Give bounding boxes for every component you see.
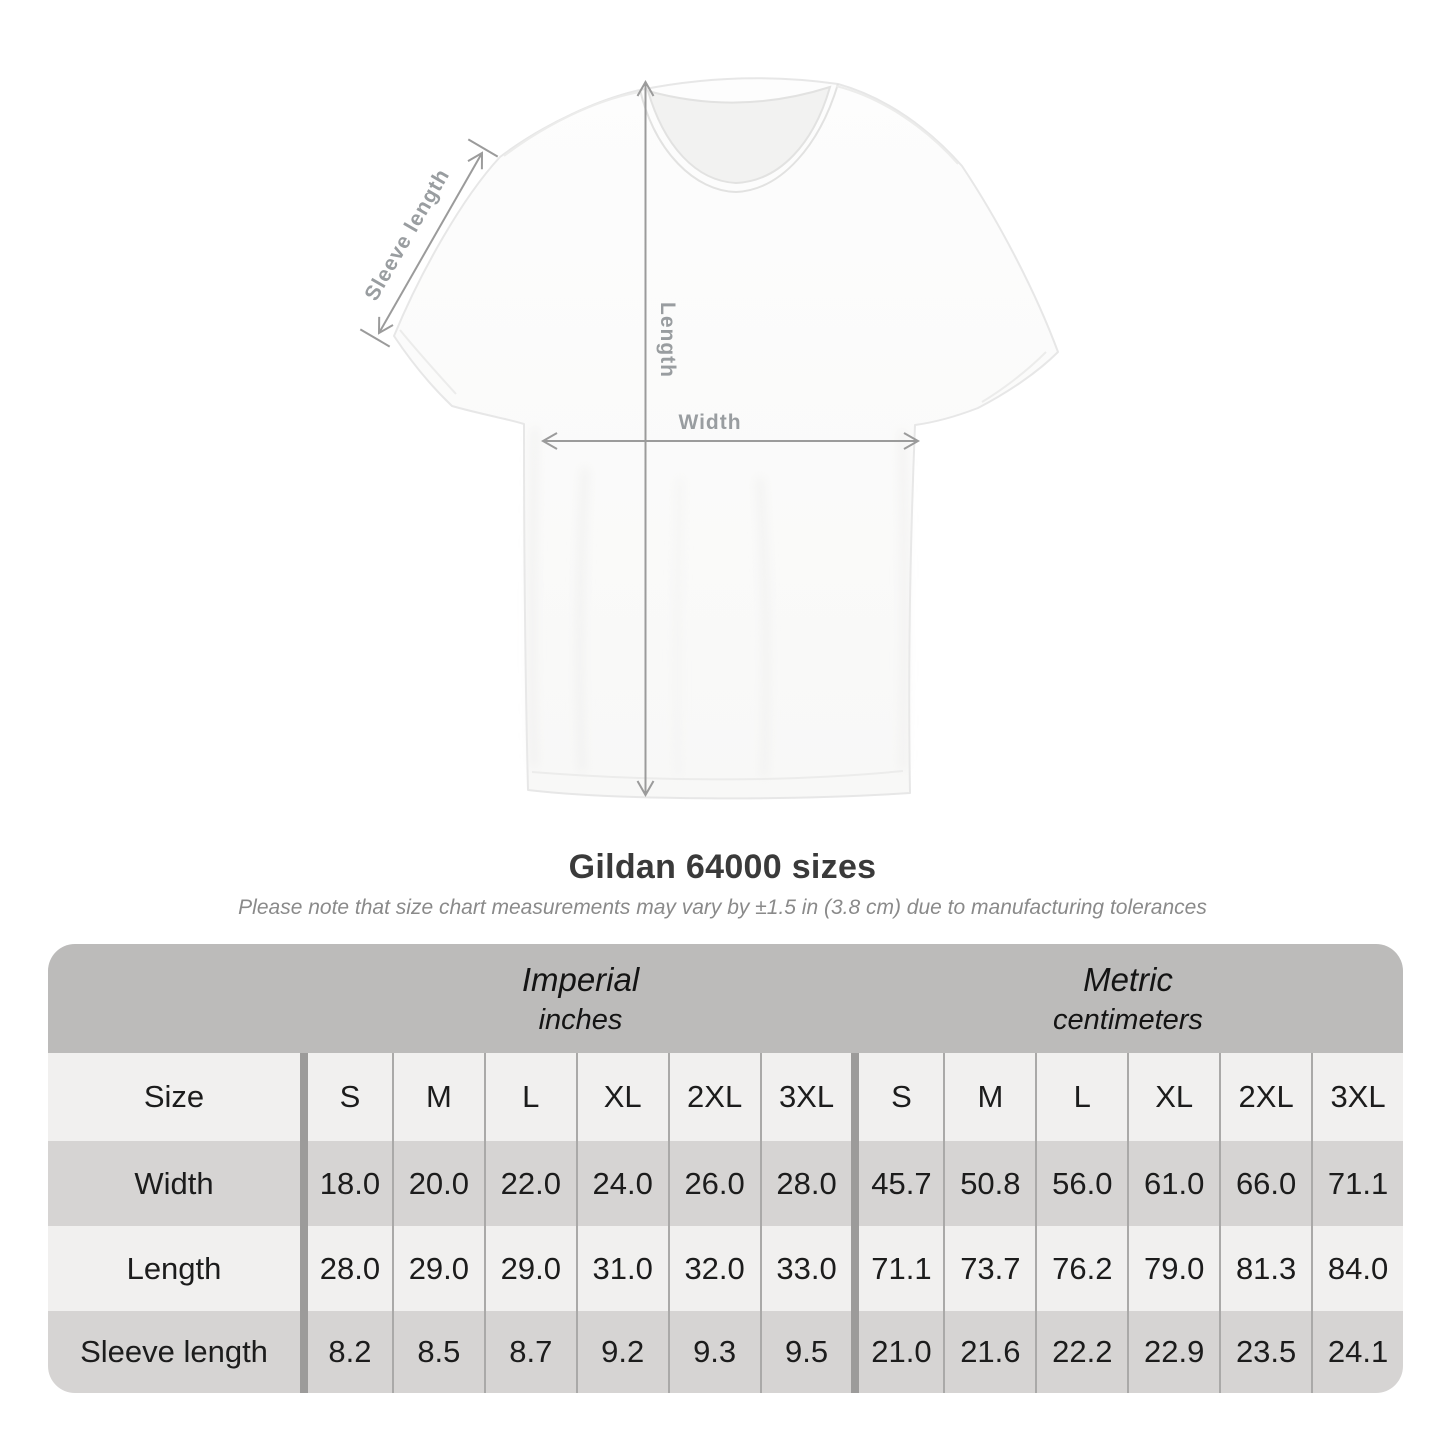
table-cell: 28.0 [759,1141,852,1226]
table-cell: 8.7 [483,1311,576,1393]
length-arrow [636,79,655,798]
seam-lines [399,85,1047,781]
table-cell: 24.1 [1311,1311,1403,1393]
table-cell: 28.0 [300,1226,392,1311]
row-label: Sleeve length [80,1334,268,1369]
table-row-length: Length 28.0 29.0 29.0 31.0 32.0 33.0 71.… [48,1226,1403,1311]
dimension-tick [467,138,499,158]
table-cell: 66.0 [1219,1141,1311,1226]
size-header-row: Size S M L XL 2XL 3XL S M L XL 2XL 3XL [48,1053,1403,1141]
length-label: Length [656,302,679,378]
size-option-header: S [300,1053,392,1141]
table-cell: 22.9 [1127,1311,1219,1393]
table-cell: 73.7 [943,1226,1035,1311]
row-label: Length [126,1250,222,1286]
size-option-header: 2XL [1219,1053,1311,1141]
imperial-label: Imperial [521,960,640,998]
neck-opening [646,85,832,185]
size-option-header: M [391,1053,484,1141]
table-cell: 61.0 [1127,1141,1219,1226]
unit-group-header: Imperial inches Metric centimeters [48,944,1403,1053]
imperial-unit: inches [538,1003,623,1036]
arrow-downleft-icon [377,316,394,335]
size-option-header: L [1035,1053,1127,1141]
table-cell: 9.5 [759,1311,852,1393]
table-cell: 26.0 [667,1141,760,1226]
tolerance-note: Please note that size chart measurements… [238,896,1207,919]
size-table: Imperial inches Metric centimeters Size … [48,944,1403,1393]
metric-unit: centimeters [1053,1003,1203,1036]
fabric-folds [529,427,907,778]
metric-label: Metric [1083,960,1173,998]
metric-group-header: Metric centimeters [853,944,1403,1053]
table-cell: 71.1 [1311,1141,1403,1226]
size-chart-title: Gildan 64000 sizes [568,848,877,886]
arrow-left-icon [540,432,558,450]
table-cell: 23.5 [1219,1311,1311,1393]
table-cell: 33.0 [759,1226,852,1311]
tshirt-silhouette [393,77,1059,800]
table-cell: 20.0 [391,1141,484,1226]
width-arrow [540,432,921,450]
arrow-right-icon [903,432,921,450]
table-cell: 29.0 [483,1226,576,1311]
table-row-sleeve-length: Sleeve length 8.2 8.5 8.7 9.2 9.3 9.5 21… [48,1311,1403,1393]
table-cell: 9.3 [667,1311,760,1393]
table-cell: 18.0 [300,1141,392,1226]
size-option-header: S [851,1053,943,1141]
table-cell: 22.0 [483,1141,576,1226]
corner-spacer [48,944,308,1053]
sleeve-length-arrow [359,138,499,348]
table-cell: 29.0 [391,1226,484,1311]
table-cell: 8.5 [391,1311,484,1393]
size-option-header: 3XL [1311,1053,1403,1141]
table-cell: 84.0 [1311,1226,1403,1311]
table-cell: 21.0 [851,1311,943,1393]
table-cell: 24.0 [575,1141,668,1226]
table-cell: 50.8 [943,1141,1035,1226]
tshirt-measurement-diagram: Sleeve length Length Width [359,77,1059,800]
size-option-header: 2XL [667,1053,760,1141]
table-cell: 31.0 [575,1226,668,1311]
dimension-lines [359,79,921,798]
table-cell: 79.0 [1127,1226,1219,1311]
table-cell: 76.2 [1035,1226,1127,1311]
table-row-width: Width 18.0 20.0 22.0 24.0 26.0 28.0 45.7… [48,1141,1403,1226]
size-option-header: XL [1127,1053,1219,1141]
size-option-header: L [483,1053,576,1141]
collar-outer-edge [639,83,839,194]
table-cell: 71.1 [851,1226,943,1311]
dimension-tick [359,328,391,348]
size-column-header: Size [143,1079,205,1114]
table-cell: 81.3 [1219,1226,1311,1311]
table-cell: 8.2 [300,1311,392,1393]
table-cell: 9.2 [575,1311,668,1393]
arrow-up-icon [636,79,655,97]
imperial-group-header: Imperial inches [308,944,853,1053]
size-option-header: XL [575,1053,668,1141]
table-cell: 45.7 [851,1141,943,1226]
width-label: Width [678,411,741,434]
tshirt-image [393,77,1059,800]
table-cell: 32.0 [667,1226,760,1311]
table-cell: 56.0 [1035,1141,1127,1226]
table-cell: 22.2 [1035,1311,1127,1393]
row-label: Width [134,1165,214,1201]
arrow-down-icon [636,780,655,798]
table-cell: 21.6 [943,1311,1035,1393]
size-option-header: 3XL [759,1053,852,1141]
arrow-upright-icon [467,151,484,170]
size-option-header: M [943,1053,1035,1141]
